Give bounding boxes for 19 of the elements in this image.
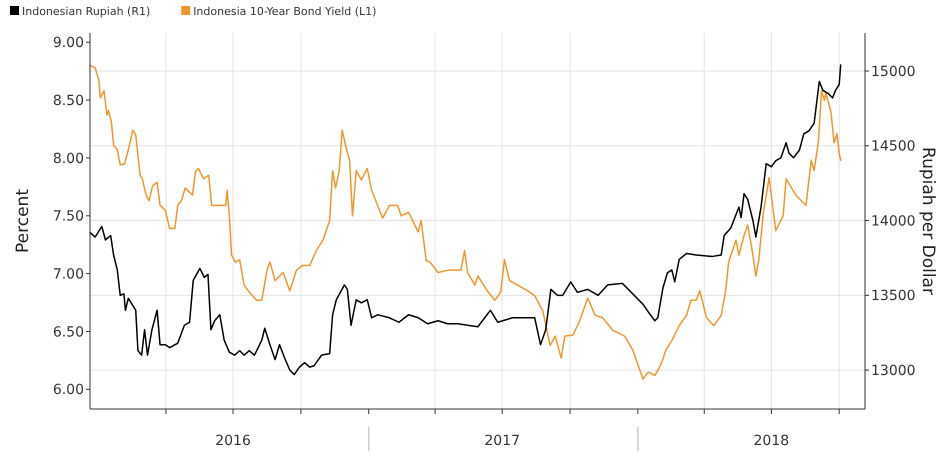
legend-label: Indonesia 10-Year Bond Yield (L1) [193,5,376,18]
y-tick-label: 8.00 [52,150,84,167]
y2-tick-label: 13500 [871,288,916,304]
y2-tick-label: 14000 [871,213,916,230]
y-axis-title: Percent [13,188,33,253]
y2-tick-label: 15000 [871,64,916,80]
y2-axis-title: Rupiah per Dollar [918,147,938,295]
y-tick-label: 9.00 [52,35,84,52]
y-tick-label: 8.50 [52,93,84,109]
legend-label: Indonesian Rupiah (R1) [22,5,150,18]
y-tick-label: 7.00 [52,266,84,283]
y2-tick-label: 14500 [871,138,916,155]
y-tick-label: 6.00 [52,382,84,398]
x-tick-label: 2018 [754,433,790,449]
x-tick-label: 2016 [215,433,251,449]
y-tick-label: 7.50 [52,208,84,225]
y-tick-label: 6.50 [52,324,84,340]
x-tick-label: 2017 [484,433,520,449]
y2-tick-label: 13000 [871,363,916,380]
